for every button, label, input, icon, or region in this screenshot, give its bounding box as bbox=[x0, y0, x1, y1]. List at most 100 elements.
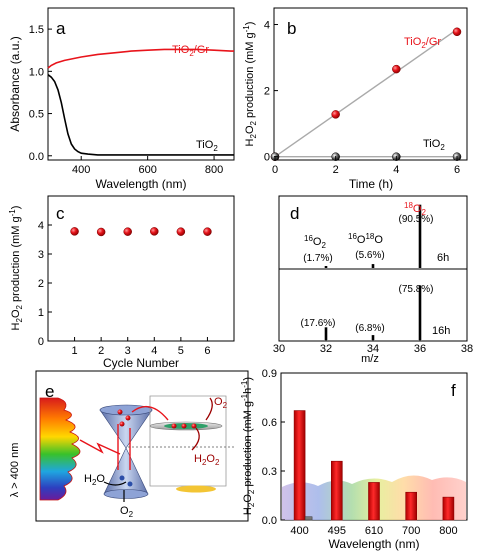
panel-f-x-tick-label: 800 bbox=[439, 525, 457, 537]
panel-c-x-tick-label: 3 bbox=[125, 345, 131, 357]
panel-a-line-tio2 bbox=[47, 74, 234, 156]
panel-c-x-tick-label: 5 bbox=[178, 345, 184, 357]
panel-f-bar-610 bbox=[368, 482, 380, 521]
panel-d-x-tick-label: 38 bbox=[461, 343, 473, 355]
panel-b-x-tick-label: 0 bbox=[272, 164, 278, 176]
panel-f-x-tick-label: 700 bbox=[402, 525, 420, 537]
graphene-sheet-icon bbox=[149, 395, 227, 487]
panel-c-y-tick-label: 3 bbox=[38, 249, 44, 261]
panel-a-y-tick-label: 0.0 bbox=[29, 151, 44, 163]
tio2-cone-icon bbox=[99, 409, 153, 449]
panel-a-label-tio2: TiO2 bbox=[196, 139, 218, 153]
panel-d-pct-36-16h: (75.8%) bbox=[398, 284, 433, 295]
graphene-electron-2 bbox=[181, 423, 187, 429]
panel-b-y-tick-label: 0 bbox=[264, 152, 270, 164]
tio2-cone-base bbox=[103, 489, 149, 499]
panel-e-h2o2: H2O2 bbox=[194, 453, 220, 467]
panel-c-point bbox=[70, 227, 79, 236]
panel-f-y-axis-label: H2O2 production (mM g-1h-1) bbox=[240, 377, 256, 515]
graphene-electron-3 bbox=[191, 423, 197, 429]
panel-e-frame bbox=[35, 370, 249, 522]
transfer-arrow bbox=[131, 405, 169, 421]
panel-b-x-tick-label: 2 bbox=[333, 164, 339, 176]
panel-d-x-tick-label: 32 bbox=[320, 343, 332, 355]
panel-f-bar-400-tio2 bbox=[304, 516, 313, 521]
graphene-sheet-bottom bbox=[176, 485, 216, 493]
cone-electron-3 bbox=[119, 421, 125, 427]
panel-c-y-ticks: 0 1 2 3 4 bbox=[38, 220, 52, 348]
panel-a-y-ticks: 0.0 0.5 1.0 1.5 bbox=[29, 24, 52, 163]
panel-b-fit-line-tio2-gr bbox=[274, 28, 458, 158]
panel-e-letter: e bbox=[45, 382, 54, 401]
panel-a-y-tick-label: 1.5 bbox=[29, 24, 44, 36]
panel-c-x-tick-label: 6 bbox=[204, 345, 210, 357]
panel-c-y-tick-label: 1 bbox=[38, 307, 44, 319]
graphene-electron-1 bbox=[171, 423, 177, 429]
panel-f-letter: f bbox=[451, 381, 456, 400]
panel-d-label-16o2: 16O2 bbox=[304, 234, 326, 250]
panel-f-y-tick-label: 0.0 bbox=[262, 515, 277, 527]
panel-c-point bbox=[203, 227, 212, 236]
panel-f-plot-area bbox=[282, 410, 466, 521]
panel-c-y-axis-label: H2O2 production (mM g-1) bbox=[8, 206, 24, 331]
panel-c-frame bbox=[47, 195, 235, 342]
panel-d-x-tick-label: 34 bbox=[367, 343, 379, 355]
cone-hole-1 bbox=[119, 475, 125, 481]
panel-a-y-axis-label: Absorbance (a.u.) bbox=[8, 36, 22, 131]
panel-b-x-tick-label: 4 bbox=[393, 164, 399, 176]
panel-b-label-tio2-gr: TiO2/Gr bbox=[404, 36, 441, 50]
panel-b-label-tio2: TiO2 bbox=[423, 138, 445, 152]
rainbow-light-icon bbox=[39, 397, 81, 501]
panel-f: f 400 495 610 700 800 0.0 0.3 0.6 0.9 Wavelengt… bbox=[240, 368, 468, 551]
panel-d-pct-16o18o: (5.6%) bbox=[355, 250, 384, 261]
panel-a-y-tick-label: 1.0 bbox=[29, 66, 44, 78]
panel-a-plot-area bbox=[47, 48, 234, 156]
panel-d-x-ticks: 30 32 34 36 38 bbox=[273, 337, 473, 355]
h2o2-arrow bbox=[191, 427, 200, 451]
panel-b-frame bbox=[273, 7, 468, 161]
panel-b-y-ticks: 0 2 4 bbox=[264, 20, 278, 164]
panel-a: a 400 600 800 0.0 0.5 1.0 1.5 Wavelength (nm)… bbox=[8, 7, 235, 191]
panel-b-letter: b bbox=[287, 19, 296, 38]
panel-f-bar-400 bbox=[293, 410, 306, 521]
panel-c-x-tick-label: 4 bbox=[151, 345, 157, 357]
panel-b-y-axis-label: H2O2 production (mM g-1) bbox=[242, 22, 258, 147]
panel-c-point bbox=[150, 227, 159, 236]
panel-d-letter: d bbox=[290, 204, 299, 223]
panel-a-x-ticks: 400 600 800 bbox=[72, 156, 223, 176]
panel-a-y-tick-label: 0.5 bbox=[29, 109, 44, 121]
panel-f-bar-495 bbox=[330, 460, 343, 521]
panel-f-x-ticks: 400 495 610 700 800 bbox=[290, 525, 457, 537]
panel-a-x-axis-label: Wavelength (nm) bbox=[96, 177, 187, 191]
panel-c: c 1 2 3 4 5 6 0 1 2 3 4 Cycle Number H2O2 product… bbox=[8, 195, 235, 370]
panel-a-x-tick-label: 400 bbox=[72, 164, 90, 176]
panel-a-label-tio2-gr: TiO2/Gr bbox=[172, 44, 209, 58]
panel-a-x-tick-label: 600 bbox=[138, 164, 156, 176]
panel-c-y-tick-label: 0 bbox=[38, 336, 44, 348]
panel-f-x-tick-label: 400 bbox=[290, 525, 308, 537]
panel-f-bar-800 bbox=[442, 496, 455, 521]
panel-b-x-tick-label: 6 bbox=[454, 164, 460, 176]
o2-arrow bbox=[205, 397, 213, 421]
panel-d-pct-18o2: (90.5%) bbox=[398, 214, 433, 225]
cone-hole-2 bbox=[127, 481, 133, 487]
panel-f-y-tick-label: 0.6 bbox=[262, 417, 277, 429]
panel-d-pct-32-16h: (17.6%) bbox=[300, 318, 335, 329]
panel-c-point bbox=[176, 227, 186, 236]
panel-b-y-tick-label: 2 bbox=[264, 86, 270, 98]
panel-f-y-tick-label: 0.9 bbox=[262, 368, 277, 380]
panel-a-letter: a bbox=[56, 19, 66, 38]
panel-d-x-tick-label: 36 bbox=[414, 343, 426, 355]
panel-d-x-axis-label: m/z bbox=[361, 353, 379, 365]
panel-a-frame bbox=[47, 7, 235, 161]
panel-c-point bbox=[96, 227, 106, 237]
panel-f-x-tick-label: 495 bbox=[328, 525, 346, 537]
panel-f-y-ticks: 0.0 0.3 0.6 0.9 bbox=[262, 368, 285, 527]
panel-c-point bbox=[123, 227, 132, 236]
panel-e-o2-top: O2 bbox=[214, 396, 228, 410]
panel-e: e λ > 400 nm O2 H2O2 H2 bbox=[9, 370, 249, 522]
panel-b-y-tick-label: 4 bbox=[264, 20, 270, 32]
panel-f-x-tick-label: 610 bbox=[365, 525, 383, 537]
panel-d: d 30 32 34 36 38 m/z 16O2 (1.7%) 16O18O (5.6… bbox=[273, 195, 473, 365]
